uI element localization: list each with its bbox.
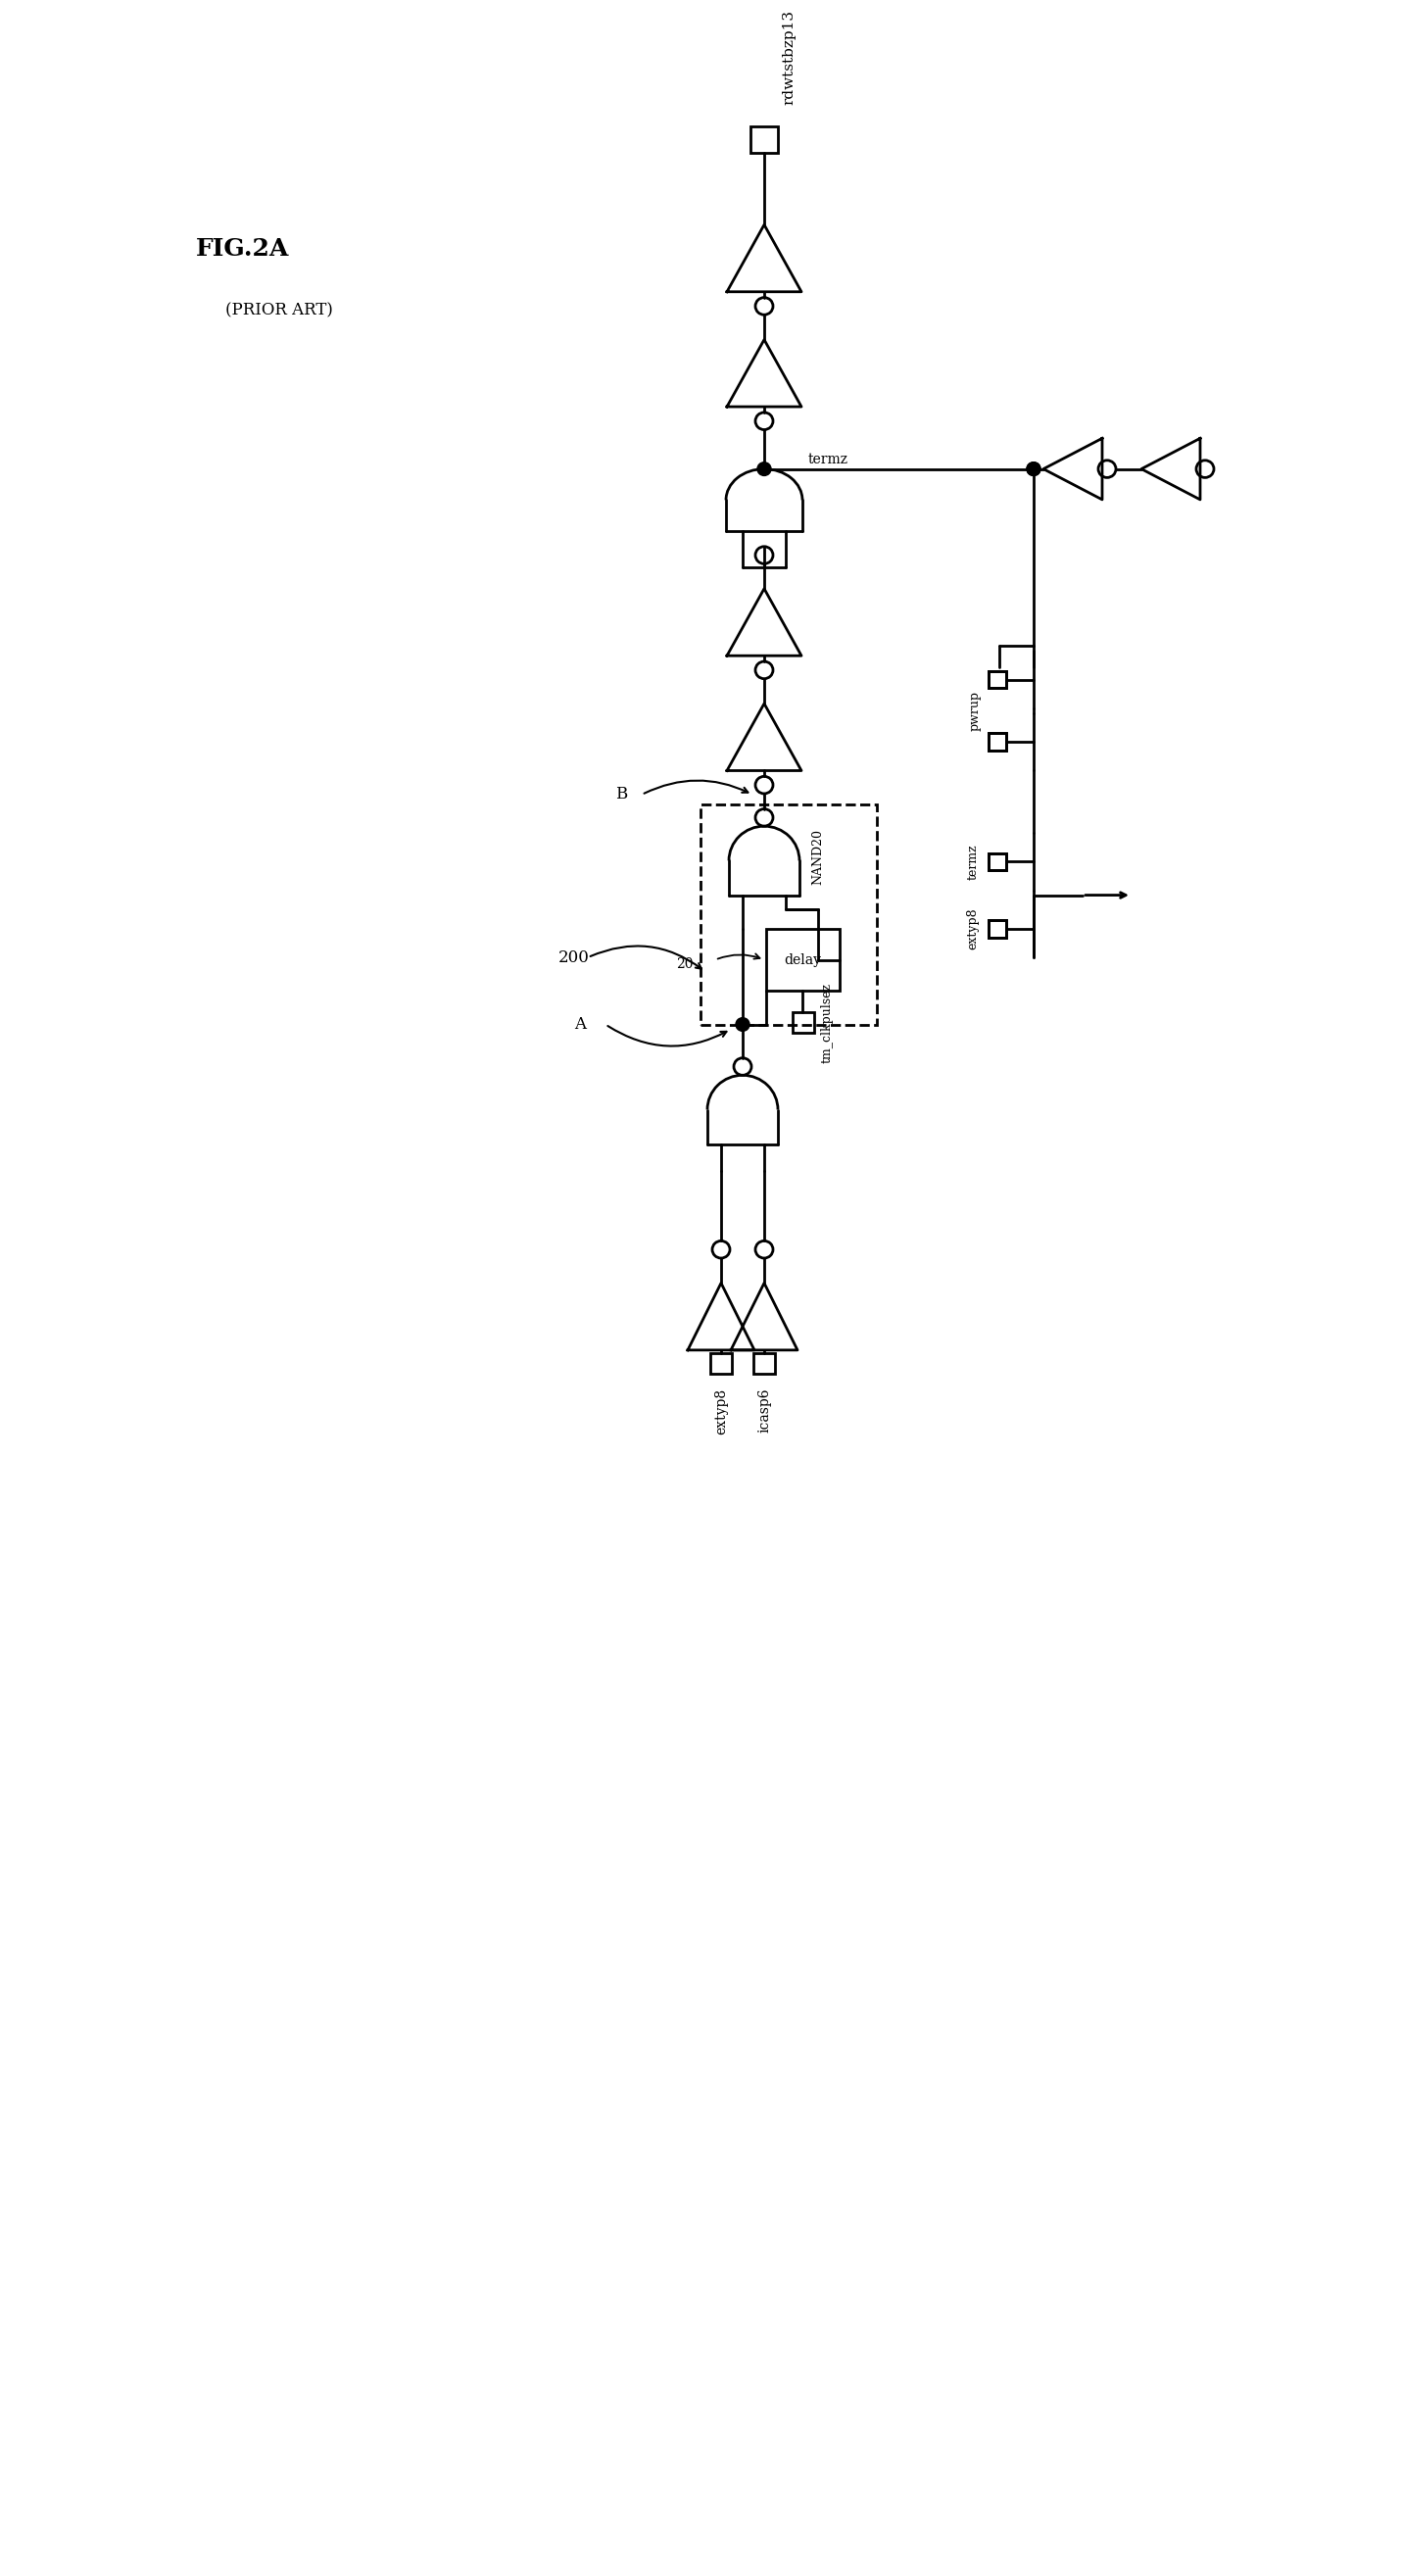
- Circle shape: [736, 1018, 750, 1030]
- Text: pwrup: pwrup: [968, 690, 981, 732]
- Text: termz: termz: [967, 845, 979, 878]
- Bar: [751, 126, 778, 152]
- Text: termz: termz: [808, 453, 849, 466]
- Text: 20: 20: [677, 958, 693, 971]
- Text: 200: 200: [559, 948, 590, 966]
- Bar: [710, 1352, 731, 1373]
- Bar: [989, 734, 1006, 750]
- Text: B: B: [615, 786, 628, 804]
- Bar: [989, 670, 1006, 688]
- Circle shape: [1027, 461, 1041, 477]
- Text: NAND20: NAND20: [811, 829, 824, 884]
- Text: extyp8: extyp8: [967, 907, 979, 951]
- Circle shape: [1027, 461, 1041, 477]
- Text: rdwtstbzp13: rdwtstbzp13: [782, 10, 796, 106]
- Bar: [989, 853, 1006, 871]
- Text: extyp8: extyp8: [715, 1388, 729, 1435]
- Text: delay: delay: [785, 953, 821, 966]
- Text: tm_clkpulsez: tm_clkpulsez: [821, 981, 834, 1064]
- Bar: [989, 920, 1006, 938]
- Bar: [766, 930, 839, 992]
- Bar: [989, 853, 1006, 871]
- Bar: [989, 734, 1006, 750]
- Text: (PRIOR ART): (PRIOR ART): [226, 301, 333, 319]
- Bar: [754, 1352, 775, 1373]
- Bar: [989, 670, 1006, 688]
- Text: A: A: [574, 1015, 586, 1033]
- Circle shape: [758, 461, 771, 477]
- Bar: [700, 804, 877, 1025]
- Bar: [989, 920, 1006, 938]
- Text: icasp6: icasp6: [758, 1388, 771, 1432]
- Text: FIG.2A: FIG.2A: [196, 237, 290, 260]
- Bar: [792, 1012, 814, 1033]
